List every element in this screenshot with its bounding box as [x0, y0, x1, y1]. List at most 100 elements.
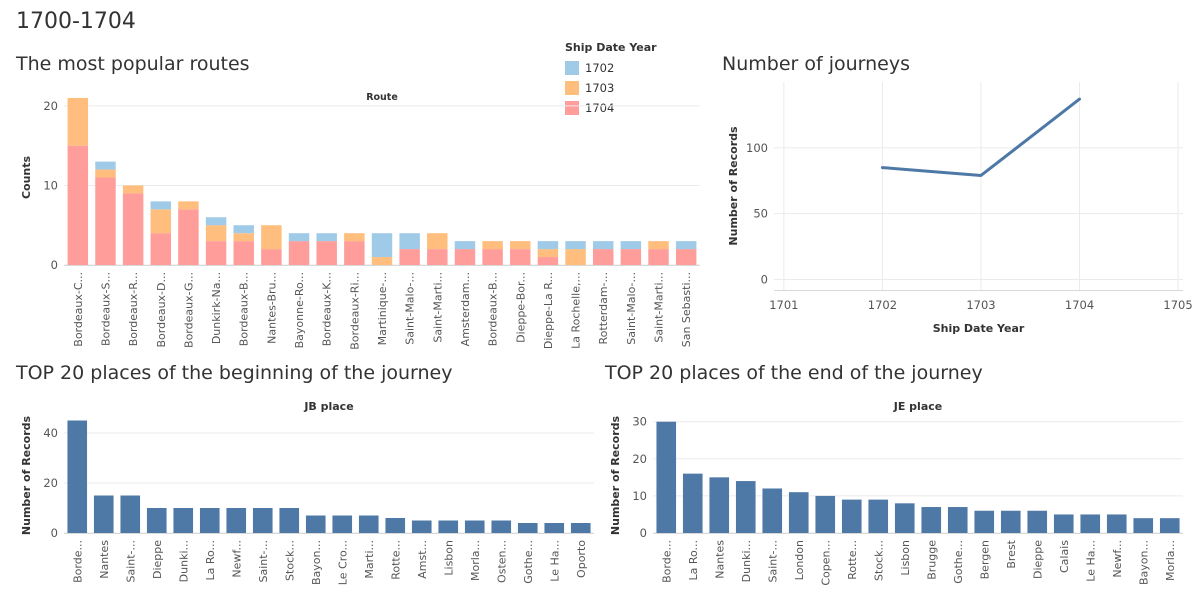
x-category-label: Saint-... [124, 540, 137, 583]
x-category-label: Amsterdam... [459, 272, 472, 346]
legend-swatch [565, 101, 579, 115]
x-category-label: Amst... [416, 540, 429, 579]
routes-chart-title: The most popular routes [16, 53, 250, 75]
bar-segment-1703 [482, 241, 503, 250]
bar [974, 510, 995, 533]
bar [788, 492, 809, 533]
x-category-label: Bayonne-Ro... [293, 272, 306, 348]
bar [682, 473, 703, 533]
bar [385, 518, 406, 533]
legend-label: 1704 [585, 101, 615, 115]
bar-segment-1703 [371, 257, 393, 265]
x-tick-label: 1702 [868, 298, 897, 312]
bar-segment-1702 [371, 233, 393, 258]
journeys-line [880, 97, 1082, 177]
legend-label: 1702 [585, 61, 615, 75]
bar-segment-1704 [537, 257, 559, 265]
y-axis-title: Number of Records [20, 415, 33, 535]
y-tick-label: 20 [43, 99, 58, 113]
bar-segment-1703 [95, 169, 116, 178]
bar-segment-1704 [592, 249, 614, 265]
bar [656, 421, 677, 533]
y-tick-label: 10 [43, 178, 58, 192]
y-axis-title: Number of Records [727, 126, 740, 246]
bar [947, 507, 968, 533]
bar-segment-1703 [67, 97, 89, 146]
x-category-label: San Sebasti... [680, 272, 693, 347]
x-category-label: Stock... [283, 540, 296, 581]
bar [517, 523, 538, 533]
x-category-label: Le Ha... [548, 540, 561, 582]
legend-item-1703[interactable]: 1703 [565, 78, 657, 98]
bar [1080, 514, 1101, 533]
bar [358, 515, 379, 533]
bar [1159, 518, 1180, 533]
x-category-label: Dunki... [740, 540, 753, 582]
x-category-label: Nantes [98, 540, 111, 579]
legend-item-1702[interactable]: 1702 [565, 58, 657, 78]
bar-segment-1702 [288, 233, 310, 242]
x-category-label: Dieppe [1031, 540, 1044, 579]
x-category-label: Morla... [469, 540, 482, 581]
x-category-label: Gothe... [522, 540, 535, 584]
bar [464, 520, 485, 533]
x-tick-label: 1704 [1065, 298, 1094, 312]
x-category-label: Morla... [1164, 540, 1177, 581]
bar [544, 523, 565, 533]
x-category-label: Bordeaux-D... [155, 272, 168, 348]
legend-item-1704[interactable]: 1704 [565, 98, 657, 118]
bar [1000, 510, 1021, 533]
x-category-label: Saint-Marti... [431, 272, 444, 343]
x-category-label: Nantes [713, 540, 726, 579]
bar-segment-1703 [565, 249, 586, 265]
x-category-label: Bordeaux-R... [127, 272, 140, 346]
y-tick-label: 40 [43, 426, 58, 440]
bar-segment-1704 [427, 249, 448, 265]
bar [1133, 518, 1154, 533]
bar-segment-1704 [205, 241, 227, 265]
bar-segment-1702 [205, 217, 227, 226]
x-category-label: Borde... [660, 540, 673, 583]
bar [199, 508, 220, 533]
x-category-label: Bordeaux-B... [487, 272, 500, 346]
bar [735, 481, 756, 533]
bar [709, 477, 730, 533]
bar [305, 515, 326, 533]
x-category-label: Gothe... [952, 540, 965, 584]
x-category-label: Saint-... [766, 540, 779, 583]
bar-segment-1702 [233, 225, 254, 234]
bar-segment-1704 [67, 145, 89, 265]
bar-segment-1704 [122, 193, 144, 265]
bar-segment-1704 [95, 177, 116, 265]
jb-chart-title: TOP 20 places of the beginning of the jo… [16, 362, 453, 384]
x-category-label: Marti... [363, 540, 376, 579]
x-category-label: Newf... [230, 540, 243, 578]
bar-segment-1702 [537, 241, 559, 250]
x-category-label: Bayon... [310, 540, 323, 585]
x-category-label: Bordeaux-G... [182, 272, 195, 348]
bar-segment-1704 [648, 249, 669, 265]
bar [173, 508, 194, 533]
bar [921, 507, 942, 533]
x-category-label: Rotte... [846, 540, 859, 580]
x-category-label: Lisbon [899, 540, 912, 576]
bar-segment-1704 [316, 241, 337, 265]
bar-segment-1704 [510, 249, 531, 265]
x-category-label: Dieppe-La R... [542, 272, 555, 349]
journeys-chart-title: Number of journeys [722, 53, 911, 75]
x-category-label: Bergen [978, 540, 991, 579]
bar [67, 420, 88, 533]
bar-segment-1703 [427, 233, 448, 250]
x-category-label: Calais [1058, 540, 1071, 573]
bar-segment-1703 [648, 241, 669, 250]
bar [1106, 514, 1127, 533]
x-category-label: Bordeaux-C... [72, 272, 85, 347]
bar [894, 503, 915, 533]
y-axis-title: Number of Records [609, 415, 622, 535]
bar-segment-1704 [178, 209, 199, 265]
bar [570, 523, 591, 533]
x-tick-label: 1703 [966, 298, 995, 312]
x-category-label: Bordeaux-B... [238, 272, 251, 346]
chart-header-label: Route [366, 92, 398, 103]
x-category-label: Brugge [925, 540, 938, 580]
